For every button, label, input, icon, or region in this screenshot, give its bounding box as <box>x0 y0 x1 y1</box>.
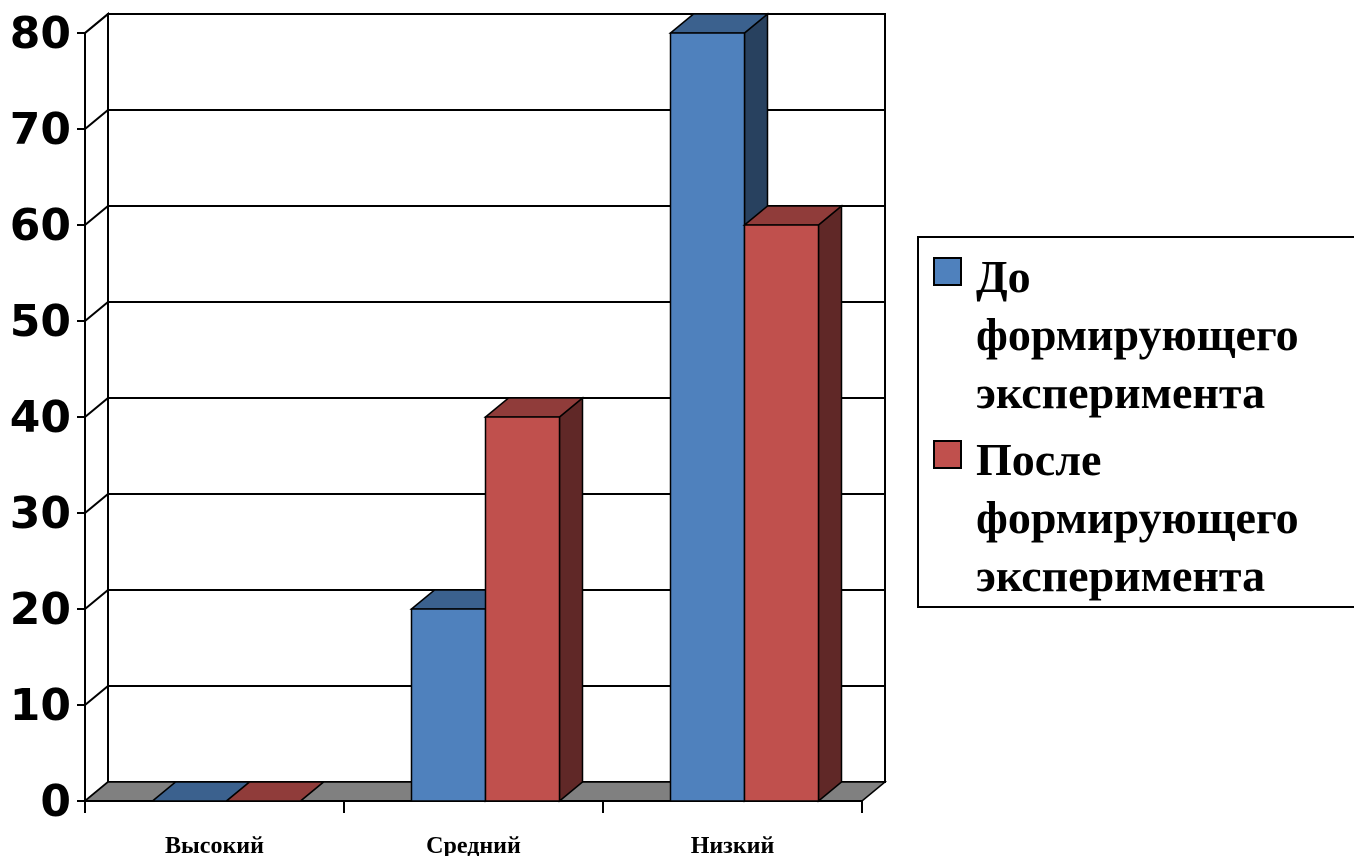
y-tick-label: 50 <box>10 296 71 347</box>
legend-label: До <box>976 251 1031 302</box>
bar-top <box>224 781 326 802</box>
bar-front <box>743 224 820 802</box>
legend-swatch-1 <box>933 440 962 469</box>
legend-label: формирующего <box>976 492 1299 543</box>
bar-2-1 <box>742 204 844 803</box>
x-tick-labels: Высокий Средний Низкий <box>165 833 774 856</box>
bar-1-1 <box>483 396 585 803</box>
gridline <box>84 13 885 34</box>
bar-front <box>669 32 746 802</box>
gridline <box>84 589 885 610</box>
gridline <box>84 493 885 514</box>
x-tick-label: Высокий <box>165 833 264 856</box>
bar-side <box>817 204 843 803</box>
legend-box <box>917 236 1354 608</box>
bar-0-1 <box>224 781 326 802</box>
y-tick-label: 30 <box>10 488 71 539</box>
gridline <box>84 109 885 130</box>
legend-label: После <box>976 434 1101 485</box>
gridline <box>84 685 885 706</box>
y-tick-label: 0 <box>40 776 71 827</box>
gridline <box>84 301 885 322</box>
bars <box>150 12 844 803</box>
x-tick-label: Средний <box>426 833 521 856</box>
legend-label: эксперимента <box>976 367 1265 418</box>
y-tick-labels: 0 10 20 30 40 50 60 70 80 <box>10 8 71 827</box>
legend-label: эксперимента <box>976 550 1265 601</box>
x-tick-label: Низкий <box>691 833 775 856</box>
gridlines <box>84 13 885 706</box>
bar-side <box>558 396 584 803</box>
legend-swatch-0 <box>933 257 962 286</box>
y-tick-label: 70 <box>10 104 71 155</box>
gridline <box>84 205 885 226</box>
y-tick-label: 40 <box>10 392 71 443</box>
y-tick-label: 20 <box>10 584 71 635</box>
y-tick-label: 60 <box>10 200 71 251</box>
legend-label: формирующего <box>976 309 1299 360</box>
y-tick-label: 10 <box>10 680 71 731</box>
bar-front <box>484 416 561 802</box>
legend: До формирующего эксперимента После формирующ… <box>917 236 1354 608</box>
bar-front <box>410 608 487 802</box>
y-tick-label: 80 <box>10 8 71 59</box>
gridline <box>84 397 885 418</box>
